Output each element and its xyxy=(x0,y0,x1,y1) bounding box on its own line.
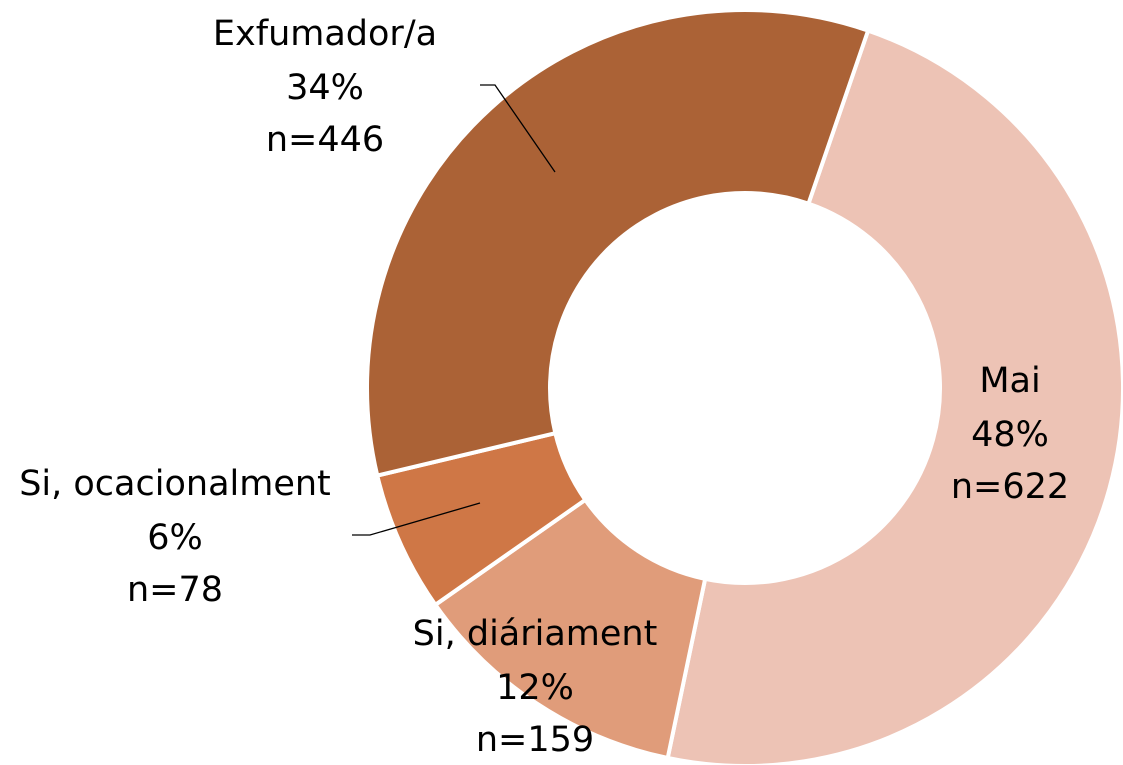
slice-label: Si, diáriament xyxy=(413,614,658,654)
donut-slice xyxy=(365,8,871,479)
value-label: 6% xyxy=(147,518,203,558)
donut-slice xyxy=(432,497,708,761)
slice-label: Si, ocacionalment xyxy=(19,464,331,504)
leader-line xyxy=(480,84,556,173)
value-label: 12% xyxy=(496,668,574,708)
count-label: n=159 xyxy=(476,720,594,760)
value-label: 48% xyxy=(971,415,1049,455)
leader-line xyxy=(352,502,481,536)
count-label: n=78 xyxy=(127,570,223,610)
donut-slice xyxy=(665,28,1123,765)
count-label: n=622 xyxy=(951,467,1069,507)
slice-label: Exfumador/a xyxy=(213,14,437,54)
slice-label: Mai xyxy=(979,361,1040,401)
value-label: 34% xyxy=(286,68,364,108)
slices xyxy=(365,8,1123,765)
count-label: n=446 xyxy=(266,120,384,160)
